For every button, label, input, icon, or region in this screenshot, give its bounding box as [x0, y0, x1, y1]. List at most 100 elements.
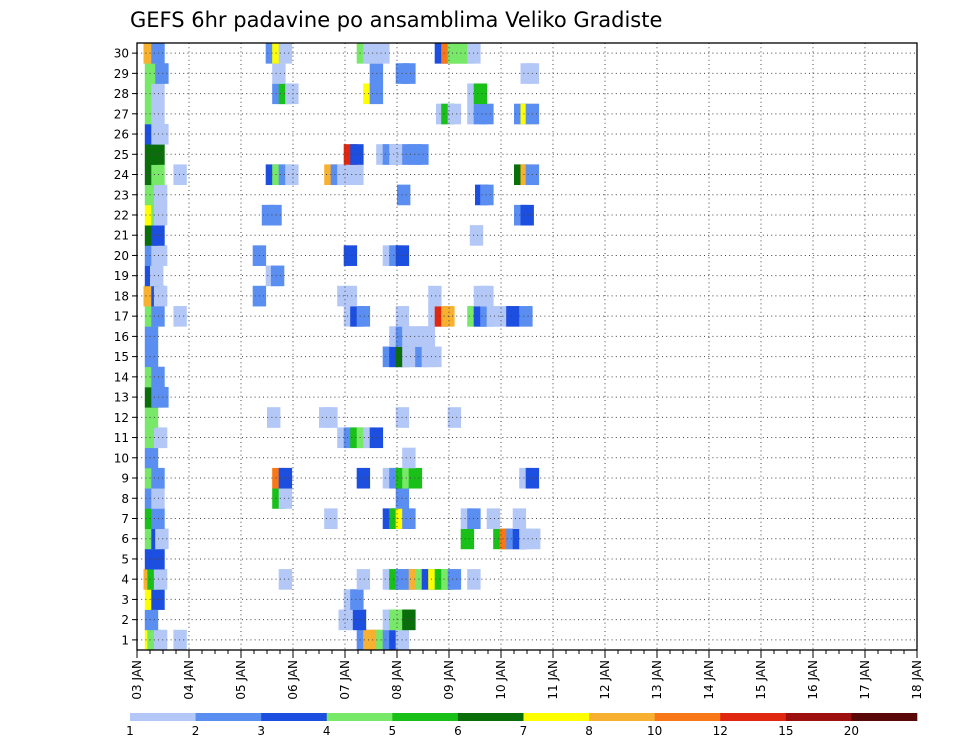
- colorbar-label: 10: [647, 724, 662, 738]
- heatmap-cell: [144, 346, 159, 368]
- x-tick-label: 12 JAN: [598, 660, 612, 700]
- heatmap-cell: [173, 164, 187, 186]
- colorbar-swatch: [130, 713, 196, 721]
- colorbar-label: 15: [778, 724, 793, 738]
- heatmap-cell: [397, 184, 411, 206]
- grid-lines: [137, 43, 917, 650]
- colorbar-swatch: [457, 713, 524, 721]
- y-tick-label: 22: [114, 208, 129, 222]
- heatmap-cell: [144, 447, 159, 469]
- heatmap-cell: [153, 285, 168, 307]
- colorbar-swatch: [654, 713, 721, 721]
- colorbar-swatch: [785, 713, 852, 721]
- y-tick-label: 4: [121, 573, 129, 587]
- heatmap-cell: [520, 204, 534, 226]
- heatmap-cell: [272, 63, 286, 84]
- heatmap-cell: [153, 569, 168, 590]
- heatmap-cell: [350, 144, 364, 165]
- heatmap-cell: [343, 245, 358, 266]
- y-tick-label: 12: [114, 411, 129, 425]
- y-axis: 1234567891011121314151617181920212223242…: [114, 47, 137, 647]
- heatmap-cell: [155, 123, 169, 145]
- x-tick-label: 11 JAN: [546, 660, 560, 700]
- heatmap-cell: [486, 508, 501, 529]
- heatmap-cell: [469, 225, 484, 246]
- x-tick-label: 05 JAN: [234, 660, 248, 700]
- heatmap-cell: [527, 528, 541, 550]
- heatmap-cell: [473, 83, 488, 105]
- y-tick-label: 15: [114, 350, 129, 364]
- heatmap-cell: [428, 346, 442, 368]
- x-tick-label: 08 JAN: [390, 660, 404, 700]
- y-tick-label: 20: [114, 249, 129, 263]
- heatmap-cell: [506, 306, 520, 327]
- y-tick-label: 19: [114, 269, 129, 283]
- y-tick-label: 10: [114, 451, 129, 465]
- heatmap-cell: [144, 609, 159, 631]
- heatmap-cell: [402, 609, 416, 631]
- heatmap-cell: [350, 589, 364, 610]
- y-tick-label: 21: [114, 229, 129, 243]
- colorbar-swatch: [195, 713, 262, 721]
- x-tick-label: 06 JAN: [286, 660, 300, 700]
- heatmap-cell: [173, 306, 187, 327]
- x-tick-label: 03 JAN: [130, 660, 144, 700]
- heatmap-cell: [155, 528, 169, 550]
- y-tick-label: 8: [121, 492, 129, 506]
- heatmap-cell: [356, 569, 371, 590]
- y-tick-label: 5: [121, 552, 129, 566]
- colorbar-label: 1: [126, 724, 134, 738]
- colorbar-label: 8: [585, 724, 593, 738]
- colorbar-swatch: [720, 713, 787, 721]
- x-axis: 03 JAN 04 JAN 05 JAN 06 JAN 07 JAN 08 JAN 09 J…: [130, 650, 924, 700]
- heatmap-cell: [278, 43, 293, 64]
- heatmap-cell: [268, 204, 282, 226]
- heatmap-cell: [270, 265, 285, 287]
- y-tick-label: 9: [121, 472, 129, 486]
- heatmap-cell: [173, 629, 187, 651]
- heatmap-cell: [447, 569, 462, 590]
- colorbar-swatch: [589, 713, 655, 721]
- x-tick-label: 15 JAN: [754, 660, 768, 700]
- y-tick-label: 18: [114, 289, 129, 303]
- heatmap-cell: [447, 103, 462, 125]
- heatmap-cell: [278, 467, 293, 489]
- colorbar: 1 2 3 4 5 6 7 8 10 12 15 20: [126, 713, 918, 738]
- heatmap-cell: [480, 285, 494, 307]
- heatmap-cell: [356, 306, 371, 327]
- heatmap-cell: [493, 306, 507, 327]
- y-tick-label: 24: [114, 168, 129, 182]
- y-tick-label: 16: [114, 330, 129, 344]
- y-tick-label: 11: [114, 431, 129, 445]
- y-tick-label: 13: [114, 391, 129, 405]
- heatmap-cell: [402, 508, 416, 529]
- y-tick-label: 28: [114, 87, 129, 101]
- x-tick-label: 09 JAN: [442, 660, 456, 700]
- y-tick-label: 1: [121, 633, 129, 647]
- x-tick-label: 16 JAN: [806, 660, 820, 700]
- colorbar-label: 3: [257, 724, 265, 738]
- y-tick-label: 14: [114, 370, 129, 384]
- heatmap-cell: [150, 265, 164, 287]
- x-tick-label: 07 JAN: [338, 660, 352, 700]
- heatmap-cell: [144, 326, 159, 347]
- x-tick-label: 14 JAN: [702, 660, 716, 700]
- heatmap-cell: [352, 609, 367, 631]
- heatmap-cell: [278, 569, 293, 590]
- y-tick-label: 2: [121, 613, 129, 627]
- heatmap-cell: [421, 326, 436, 347]
- heatmap-cell: [153, 245, 168, 266]
- heatmap-cell: [153, 427, 168, 449]
- heatmap-cell: [153, 184, 168, 206]
- heatmap-cell: [343, 285, 358, 307]
- y-tick-label: 26: [114, 128, 129, 142]
- heatmap-cell: [350, 164, 364, 186]
- heatmap-cell: [285, 83, 299, 105]
- heatmap-cell: [153, 204, 168, 226]
- colorbar-swatch: [851, 713, 918, 721]
- colorbar-label: 20: [844, 724, 859, 738]
- colorbar-label: 7: [520, 724, 528, 738]
- heatmap-cell: [480, 184, 494, 206]
- heatmap-cell: [415, 144, 429, 165]
